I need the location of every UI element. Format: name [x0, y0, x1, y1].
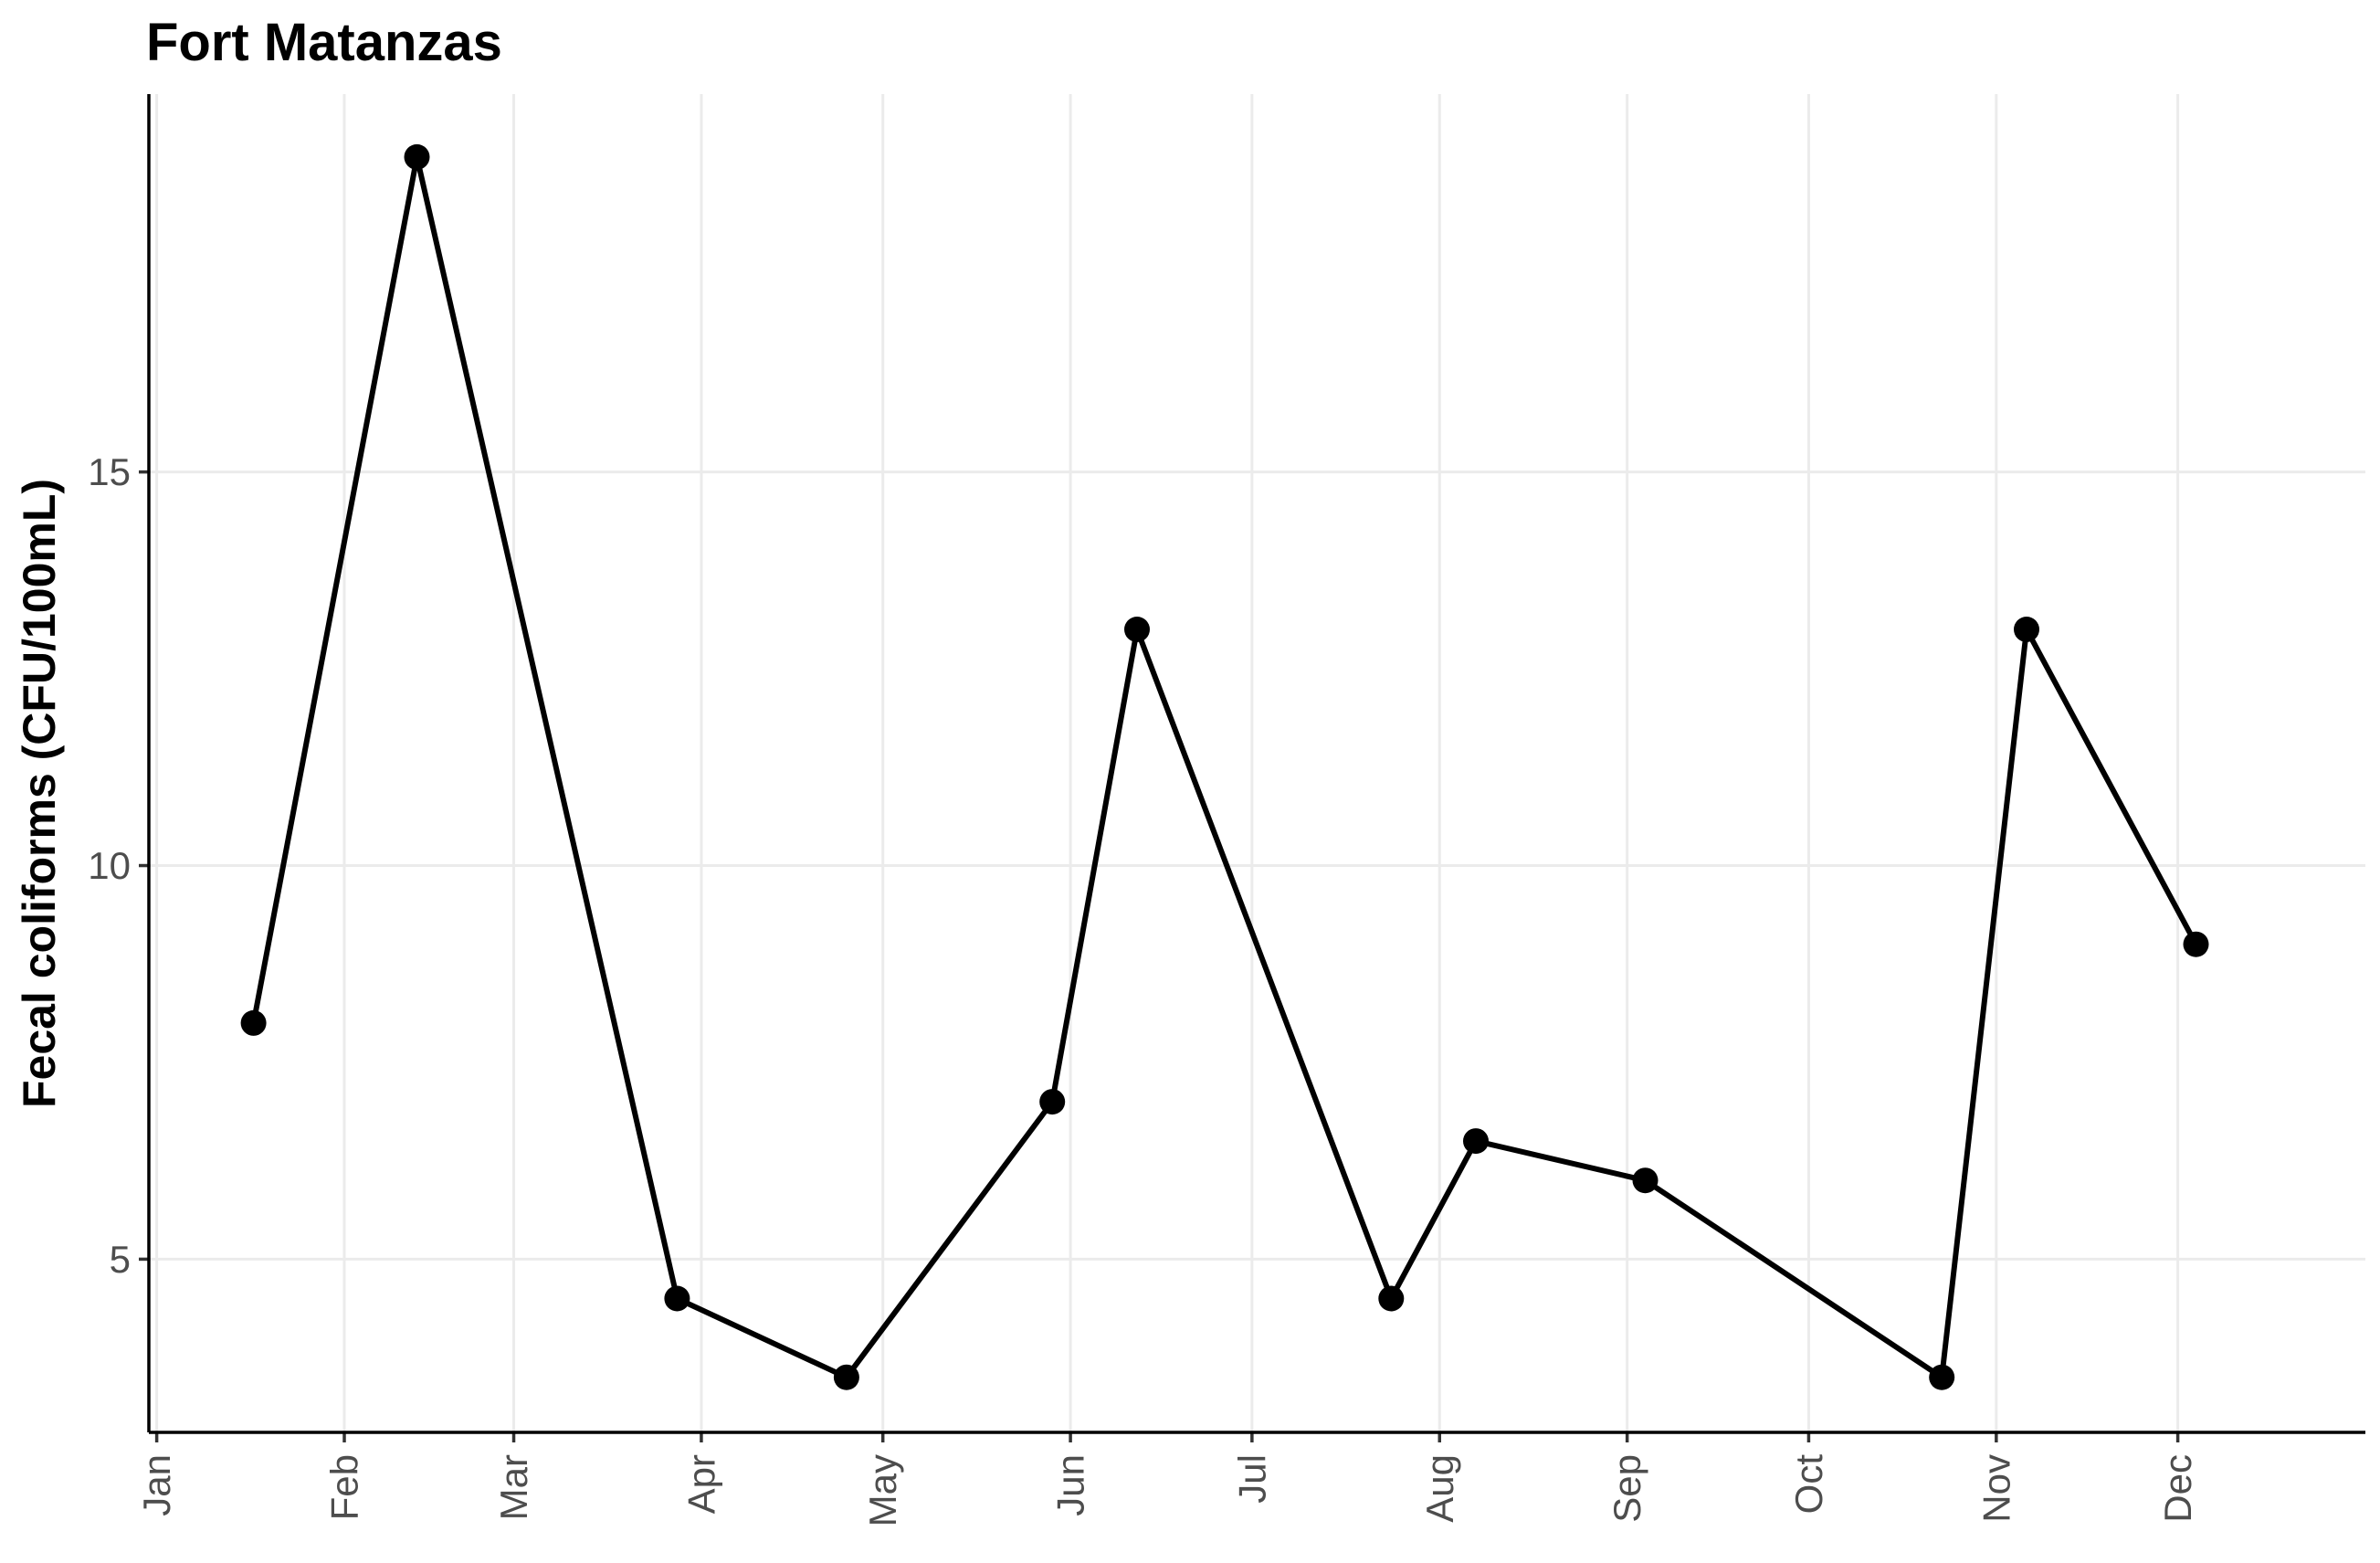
x-tick-label-jun: Jun: [1049, 1454, 1092, 1516]
x-tick-label-aug: Aug: [1418, 1454, 1461, 1523]
data-point-05-29: [1039, 1089, 1066, 1115]
y-tick-label-10: 10: [88, 844, 131, 887]
data-point-07-24: [1378, 1285, 1405, 1312]
data-point-02-13: [404, 143, 430, 170]
labels: Fort Matanzas Jan Feb Mar Apr May Jun Jul Aug Se…: [14, 13, 2199, 1526]
x-tick-label-apr: Apr: [679, 1454, 722, 1514]
chart-title: Fort Matanzas: [146, 13, 502, 72]
series-line: [250, 153, 2199, 1380]
data-point-10-23: [1929, 1364, 1955, 1390]
x-tick-label-may: May: [861, 1454, 904, 1526]
y-tick-label-15: 15: [88, 450, 131, 493]
data-point-03-28: [664, 1285, 690, 1312]
x-tick-label-jul: Jul: [1230, 1454, 1273, 1504]
x-tick-label-dec: Dec: [2156, 1454, 2199, 1523]
x-tick-label-feb: Feb: [323, 1454, 366, 1520]
grid: [149, 94, 2365, 1432]
data-point-01-17: [240, 1009, 267, 1036]
axes: [139, 94, 2365, 1442]
series: [240, 143, 2209, 1390]
data-point-06-12: [1124, 617, 1150, 642]
data-point-12-04: [2183, 931, 2209, 957]
x-tick-label-mar: Mar: [492, 1454, 535, 1520]
x-tick-label-jan: Jan: [135, 1454, 178, 1516]
data-point-11-06: [2014, 617, 2039, 642]
y-tick-label-5: 5: [110, 1238, 131, 1281]
data-point-08-07: [1463, 1128, 1489, 1155]
x-tick-label-nov: Nov: [1975, 1454, 2017, 1523]
x-tick-label-oct: Oct: [1787, 1454, 1830, 1515]
data-point-09-04: [1632, 1167, 1659, 1194]
y-axis-title: Fecal coliforms (CFU/100mL): [14, 479, 65, 1108]
x-tick-label-sep: Sep: [1606, 1454, 1648, 1523]
data-point-04-25: [833, 1364, 859, 1390]
